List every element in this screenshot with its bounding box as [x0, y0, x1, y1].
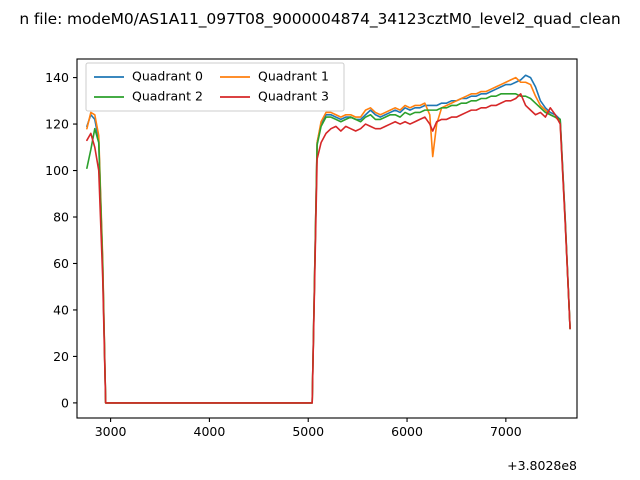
- x-tick-label: 6000: [391, 424, 423, 439]
- y-tick-label: 40: [53, 302, 69, 317]
- y-axis-ticks: 0 20 40 60 80 100 120 140: [45, 70, 77, 410]
- legend-label-1: Quadrant 1: [258, 69, 329, 84]
- legend-frame: [85, 62, 345, 112]
- series-line-quadrant-1: [86, 76, 571, 404]
- y-tick-label: 0: [61, 395, 69, 410]
- x-axis-offset-label: +3.8028e8: [507, 458, 577, 473]
- series-line-quadrant-3: [86, 93, 571, 404]
- axes-spines: [76, 58, 578, 419]
- legend-label-3: Quadrant 3: [258, 89, 329, 104]
- y-tick-label: 100: [45, 163, 69, 178]
- y-tick-label: 140: [45, 70, 69, 85]
- figure-title: n file: modeM0/AS1A11_097T08_9000004874_…: [19, 10, 621, 28]
- series-line-quadrant-2: [86, 93, 571, 404]
- series-line-quadrant-0: [86, 74, 571, 404]
- x-axis-ticks: 3000 4000 5000 6000 7000: [95, 418, 522, 439]
- legend-label-2: Quadrant 2: [132, 89, 203, 104]
- x-tick-label: 7000: [490, 424, 522, 439]
- y-tick-label: 120: [45, 117, 69, 132]
- y-tick-label: 20: [53, 349, 69, 364]
- legend: Quadrant 0 Quadrant 1 Quadrant 2 Quadrant 3: [85, 62, 345, 112]
- x-tick-label: 4000: [194, 424, 226, 439]
- x-tick-label: 3000: [95, 424, 127, 439]
- y-tick-label: 60: [53, 256, 69, 271]
- data-series-group: [86, 74, 571, 404]
- x-tick-label: 5000: [292, 424, 324, 439]
- y-tick-label: 80: [53, 210, 69, 225]
- legend-label-0: Quadrant 0: [132, 69, 203, 84]
